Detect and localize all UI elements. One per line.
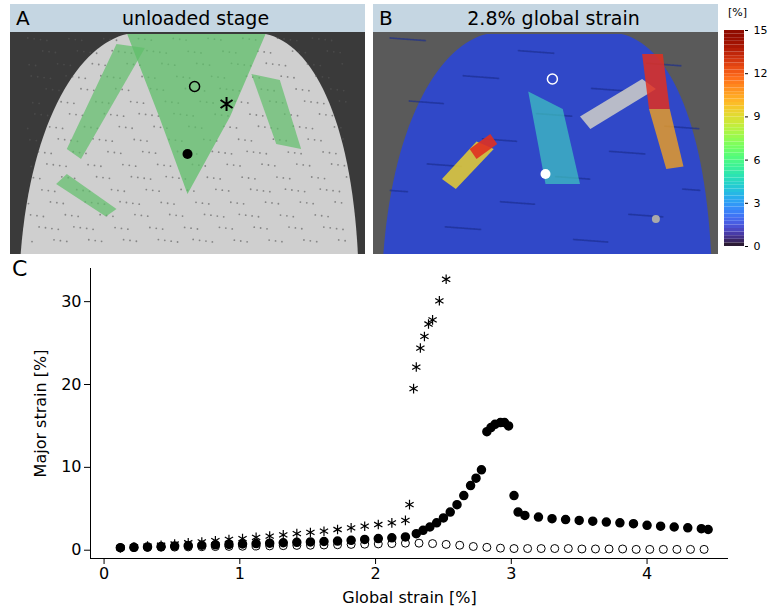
svg-text:A: A (16, 6, 30, 30)
svg-text:3: 3 (506, 564, 516, 583)
svg-text:20: 20 (61, 375, 81, 394)
html-text:C: C (12, 256, 28, 281)
svg-text:10: 10 (61, 457, 81, 476)
svg-text:15: 15 (754, 24, 768, 37)
svg-text:4: 4 (642, 564, 652, 583)
svg-text:0: 0 (754, 240, 761, 253)
svg-text:12: 12 (754, 67, 768, 80)
svg-text:6: 6 (754, 154, 761, 167)
svg-text:B: B (379, 6, 393, 30)
svg-text:2.8% global strain: 2.8% global strain (467, 7, 639, 29)
svg-text:0: 0 (71, 540, 81, 559)
svg-text:9: 9 (754, 110, 761, 123)
svg-text:Major strain [%]: Major strain [%] (31, 350, 50, 478)
svg-text:2: 2 (370, 564, 380, 583)
svg-text:30: 30 (61, 292, 81, 311)
svg-text:3: 3 (754, 197, 761, 210)
svg-text:unloaded stage: unloaded stage (122, 7, 269, 29)
svg-text:1: 1 (235, 564, 245, 583)
svg-text:0: 0 (99, 564, 109, 583)
svg-text:Global strain [%]: Global strain [%] (342, 588, 476, 607)
